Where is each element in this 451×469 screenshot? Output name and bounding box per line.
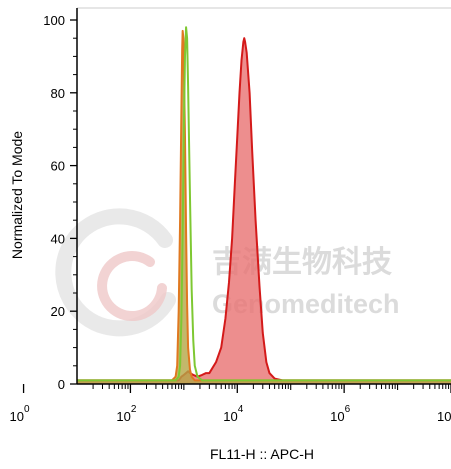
y-axis-title: Normalized To Mode bbox=[9, 131, 25, 259]
x-tick-label-1e2: 102 bbox=[116, 404, 136, 424]
y-tick-label-60: 60 bbox=[51, 159, 65, 174]
x-tick-label-1e0: 100 bbox=[10, 404, 30, 424]
y-tick-label-40: 40 bbox=[51, 231, 65, 246]
x-tick-label-1e8: 108 bbox=[437, 404, 451, 424]
x-tick-label-1e6: 106 bbox=[330, 404, 350, 424]
tick-layer: 0 20 40 60 80 100 100 102 104 106 108 bbox=[10, 13, 451, 424]
y-tick-label-80: 80 bbox=[51, 86, 65, 101]
series-2-line bbox=[77, 29, 451, 382]
x-axis-title: FL11-H :: APC-H bbox=[210, 446, 314, 462]
watermark-logo bbox=[55, 208, 176, 337]
series-3-line bbox=[77, 26, 451, 382]
x-tick-label-1e4: 104 bbox=[223, 404, 243, 424]
y-tick-label-0: 0 bbox=[58, 377, 65, 392]
y-tick-label-100: 100 bbox=[43, 13, 65, 28]
axes-layer bbox=[76, 7, 451, 385]
y-tick-label-20: 20 bbox=[51, 304, 65, 319]
series-layer bbox=[77, 26, 451, 384]
